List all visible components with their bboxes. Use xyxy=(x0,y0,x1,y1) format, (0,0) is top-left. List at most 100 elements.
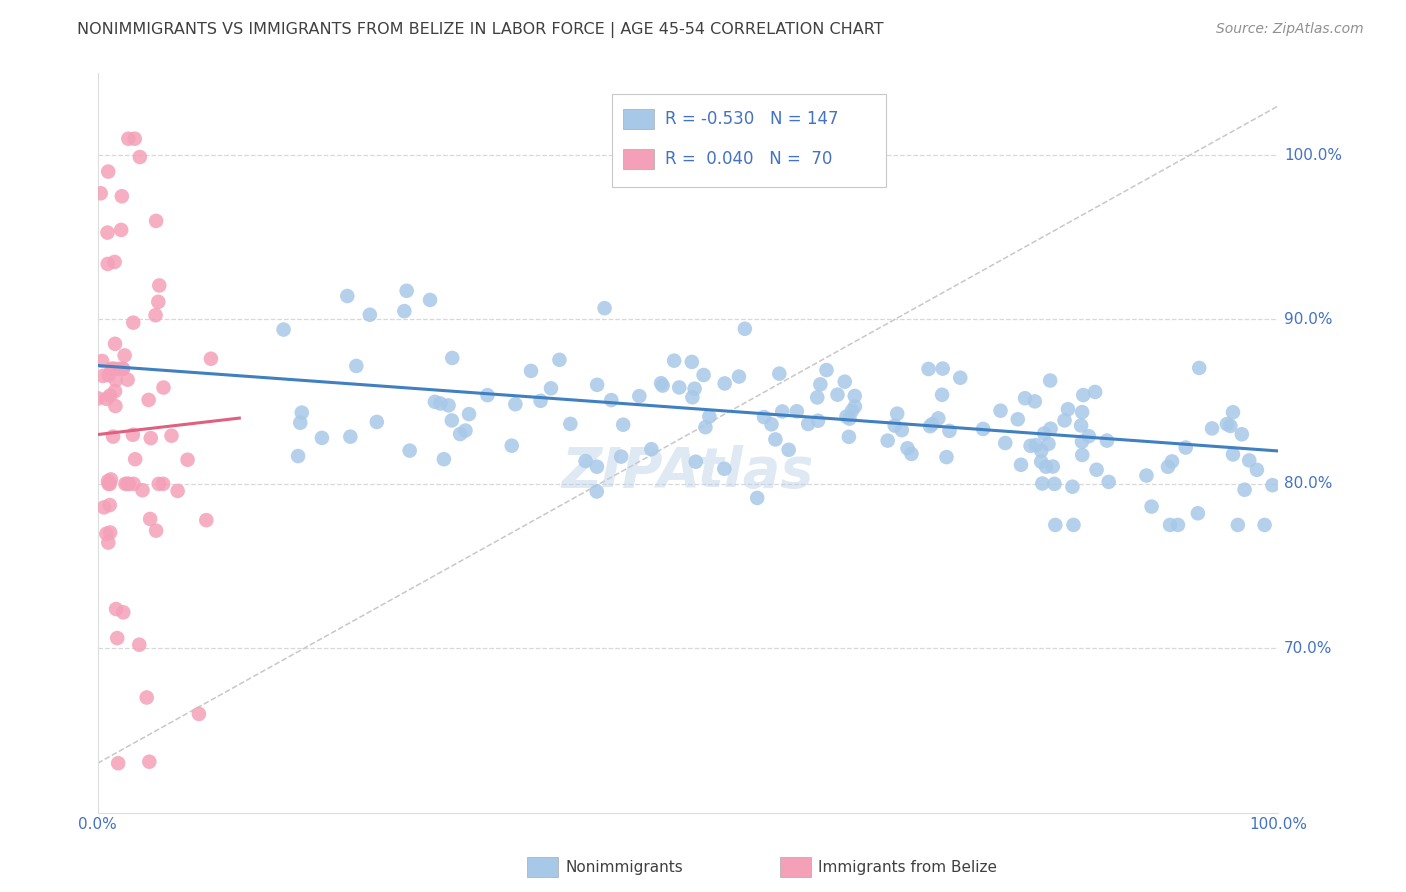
Point xyxy=(359,308,381,322)
Point xyxy=(160,428,183,442)
Point xyxy=(1070,418,1092,433)
Point xyxy=(640,442,662,457)
Point xyxy=(778,442,800,457)
Point xyxy=(1216,417,1239,431)
Point xyxy=(98,525,121,540)
Point xyxy=(124,452,146,467)
Point xyxy=(752,410,775,425)
Point xyxy=(1071,405,1094,419)
Point xyxy=(122,427,145,442)
Point xyxy=(938,424,960,438)
Point xyxy=(586,377,609,392)
Point xyxy=(101,429,124,443)
Point xyxy=(540,381,562,395)
Point xyxy=(728,369,751,384)
Point xyxy=(1043,476,1066,491)
Point xyxy=(148,278,170,293)
Point xyxy=(96,226,118,240)
Text: ZIPAtlas: ZIPAtlas xyxy=(562,445,814,500)
Point xyxy=(145,214,167,228)
Point xyxy=(1031,443,1053,458)
Point xyxy=(339,430,361,444)
Point xyxy=(1157,459,1180,474)
Point xyxy=(770,404,793,418)
Point xyxy=(610,450,633,464)
Point xyxy=(1062,480,1084,494)
Point xyxy=(844,389,866,403)
Point xyxy=(797,417,820,431)
Text: R = -0.530   N = 147: R = -0.530 N = 147 xyxy=(665,110,838,128)
Point xyxy=(692,368,714,382)
Point xyxy=(1167,517,1189,532)
Point xyxy=(1253,517,1275,532)
Point xyxy=(287,449,309,463)
Point xyxy=(932,361,955,376)
Point xyxy=(152,476,174,491)
Point xyxy=(111,361,134,376)
Point xyxy=(1029,455,1052,469)
Point xyxy=(152,380,174,394)
Point xyxy=(131,483,153,498)
Point xyxy=(844,400,866,414)
Point xyxy=(786,404,808,418)
Point xyxy=(311,431,333,445)
Point xyxy=(896,442,918,456)
Point xyxy=(815,363,838,377)
Point xyxy=(1261,478,1284,492)
Point xyxy=(117,373,139,387)
Point xyxy=(612,417,634,432)
Point xyxy=(96,526,118,541)
Point xyxy=(931,388,953,402)
Point xyxy=(1159,517,1181,532)
Point xyxy=(1230,427,1253,442)
Point xyxy=(118,476,141,491)
Point xyxy=(454,424,477,438)
Point xyxy=(1039,422,1062,436)
Point xyxy=(1095,434,1118,448)
Point xyxy=(97,535,120,549)
Point xyxy=(548,352,571,367)
Point xyxy=(1071,448,1094,462)
Point xyxy=(808,377,831,392)
Point xyxy=(681,390,703,404)
Point xyxy=(423,394,446,409)
Point xyxy=(176,452,198,467)
Point xyxy=(1057,402,1080,417)
Point xyxy=(747,491,769,505)
Point xyxy=(139,431,162,445)
Point xyxy=(117,132,139,146)
Point xyxy=(807,414,830,428)
Point xyxy=(440,413,463,427)
Point xyxy=(935,450,957,464)
Point xyxy=(100,472,122,486)
Point xyxy=(921,417,943,431)
Point xyxy=(1045,517,1067,532)
Point xyxy=(111,361,134,376)
Point xyxy=(713,376,735,391)
Point xyxy=(949,370,972,384)
Point xyxy=(1071,388,1094,402)
Point xyxy=(1077,429,1099,443)
Point xyxy=(437,398,460,412)
Point xyxy=(112,605,135,619)
Point xyxy=(650,376,672,391)
Point xyxy=(1140,500,1163,514)
Text: NONIMMIGRANTS VS IMMIGRANTS FROM BELIZE IN LABOR FORCE | AGE 45-54 CORRELATION C: NONIMMIGRANTS VS IMMIGRANTS FROM BELIZE … xyxy=(77,22,884,38)
Text: Immigrants from Belize: Immigrants from Belize xyxy=(818,860,997,874)
Point xyxy=(98,498,121,512)
Point xyxy=(1201,421,1223,435)
Point xyxy=(394,304,416,318)
Point xyxy=(1174,441,1197,455)
Point xyxy=(104,384,127,399)
Point xyxy=(927,411,949,425)
Point xyxy=(104,255,127,269)
Point xyxy=(501,439,523,453)
Point xyxy=(1237,453,1260,467)
Point xyxy=(108,361,131,376)
Point xyxy=(628,389,651,403)
Point xyxy=(139,512,162,526)
Point xyxy=(1042,459,1064,474)
Point xyxy=(1033,426,1056,441)
Point xyxy=(876,434,898,448)
Point xyxy=(90,186,112,201)
